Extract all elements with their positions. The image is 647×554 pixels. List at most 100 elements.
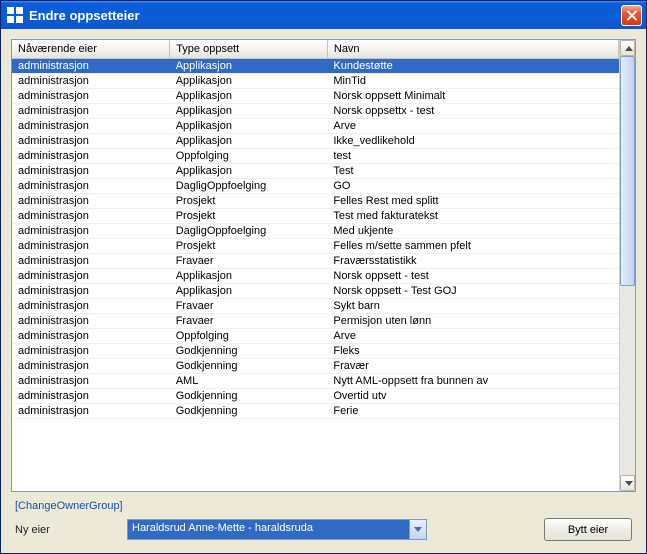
table-row[interactable]: administrasjonGodkjenningOvertid utv (12, 389, 619, 404)
table-row[interactable]: administrasjonGodkjenningFerie (12, 404, 619, 419)
table-cell: DagligOppfoelging (170, 224, 328, 239)
table-cell: administrasjon (12, 254, 170, 269)
table-cell: Fravaer (170, 314, 328, 329)
table-row[interactable]: administrasjonDagligOppfoelgingGO (12, 179, 619, 194)
col-name[interactable]: Navn (327, 40, 618, 59)
owner-table-scroll[interactable]: Nåværende eier Type oppsett Navn adminis… (12, 40, 619, 491)
table-cell: Felles m/sette sammen pfelt (327, 239, 618, 254)
table-cell: Applikasjon (170, 104, 328, 119)
table-cell: administrasjon (12, 344, 170, 359)
table-cell: administrasjon (12, 284, 170, 299)
table-cell: Applikasjon (170, 164, 328, 179)
table-cell: Ferie (327, 404, 618, 419)
table-row[interactable]: administrasjonProsjektFelles Rest med sp… (12, 194, 619, 209)
table-row[interactable]: administrasjonOppfolgingtest (12, 149, 619, 164)
change-owner-group-link[interactable]: [ChangeOwnerGroup] (15, 500, 636, 512)
dialog-content: Nåværende eier Type oppsett Navn adminis… (1, 29, 646, 553)
table-cell: administrasjon (12, 74, 170, 89)
table-row[interactable]: administrasjonGodkjenningFleks (12, 344, 619, 359)
table-cell: Fravaer (170, 254, 328, 269)
table-cell: DagligOppfoelging (170, 179, 328, 194)
app-icon (7, 7, 23, 23)
col-current-owner[interactable]: Nåværende eier (12, 40, 170, 59)
table-cell: test (327, 149, 618, 164)
table-cell: administrasjon (12, 314, 170, 329)
table-row[interactable]: administrasjonApplikasjonArve (12, 119, 619, 134)
table-row[interactable]: administrasjonApplikasjonNorsk oppsett -… (12, 284, 619, 299)
table-cell: administrasjon (12, 59, 170, 74)
table-cell: Prosjekt (170, 194, 328, 209)
table-row[interactable]: administrasjonAMLNytt AML-oppsett fra bu… (12, 374, 619, 389)
table-cell: Oppfolging (170, 149, 328, 164)
scroll-down-icon[interactable] (620, 475, 635, 491)
table-row[interactable]: administrasjonApplikasjonIkke_vedlikehol… (12, 134, 619, 149)
table-cell: Applikasjon (170, 284, 328, 299)
table-cell: Applikasjon (170, 89, 328, 104)
table-cell: Felles Rest med splitt (327, 194, 618, 209)
table-header-row: Nåværende eier Type oppsett Navn (12, 40, 619, 59)
table-cell: administrasjon (12, 239, 170, 254)
table-cell: administrasjon (12, 374, 170, 389)
table-cell: MinTid (327, 74, 618, 89)
table-row[interactable]: administrasjonApplikasjonTest (12, 164, 619, 179)
table-cell: Fraværsstatistikk (327, 254, 618, 269)
table-cell: Kundestøtte (327, 59, 618, 74)
table-cell: administrasjon (12, 299, 170, 314)
new-owner-combobox[interactable]: Haraldsrud Anne-Mette - haraldsruda (127, 519, 427, 540)
close-icon[interactable] (621, 5, 642, 26)
table-cell: Med ukjente (327, 224, 618, 239)
table-cell: Applikasjon (170, 119, 328, 134)
chevron-down-icon[interactable] (409, 520, 426, 539)
table-row[interactable]: administrasjonOppfolgingArve (12, 329, 619, 344)
table-cell: Applikasjon (170, 134, 328, 149)
table-cell: administrasjon (12, 164, 170, 179)
table-cell: administrasjon (12, 134, 170, 149)
table-row[interactable]: administrasjonApplikasjonNorsk oppsettx … (12, 104, 619, 119)
table-cell: administrasjon (12, 119, 170, 134)
scroll-up-icon[interactable] (620, 40, 635, 56)
table-row[interactable]: administrasjonApplikasjonNorsk oppsett M… (12, 89, 619, 104)
table-row[interactable]: administrasjonProsjektTest med fakturate… (12, 209, 619, 224)
table-cell: administrasjon (12, 89, 170, 104)
scroll-track[interactable] (620, 56, 635, 475)
table-row[interactable]: administrasjonFravaerFraværsstatistikk (12, 254, 619, 269)
change-owner-button[interactable]: Bytt eier (544, 518, 632, 541)
table-row[interactable]: administrasjonProsjektFelles m/sette sam… (12, 239, 619, 254)
dialog-window: Endre oppsetteier Nåværende eier Type op… (0, 0, 647, 554)
table-row[interactable]: administrasjonApplikasjonNorsk oppsett -… (12, 269, 619, 284)
table-cell: administrasjon (12, 209, 170, 224)
table-cell: Norsk oppsett - test (327, 269, 618, 284)
table-cell: Nytt AML-oppsett fra bunnen av (327, 374, 618, 389)
owner-table-container: Nåværende eier Type oppsett Navn adminis… (11, 39, 636, 492)
vertical-scrollbar[interactable] (619, 40, 635, 491)
table-cell: administrasjon (12, 389, 170, 404)
table-cell: administrasjon (12, 269, 170, 284)
table-row[interactable]: administrasjonApplikasjonMinTid (12, 74, 619, 89)
table-cell: AML (170, 374, 328, 389)
table-cell: Ikke_vedlikehold (327, 134, 618, 149)
table-cell: Godkjenning (170, 344, 328, 359)
table-row[interactable]: administrasjonFravaerPermisjon uten lønn (12, 314, 619, 329)
table-cell: Overtid utv (327, 389, 618, 404)
table-cell: Permisjon uten lønn (327, 314, 618, 329)
table-cell: Norsk oppsett Minimalt (327, 89, 618, 104)
table-cell: Test (327, 164, 618, 179)
table-cell: administrasjon (12, 329, 170, 344)
table-cell: administrasjon (12, 104, 170, 119)
table-row[interactable]: administrasjonFravaerSykt barn (12, 299, 619, 314)
table-cell: Sykt barn (327, 299, 618, 314)
table-row[interactable]: administrasjonDagligOppfoelgingMed ukjen… (12, 224, 619, 239)
table-cell: administrasjon (12, 194, 170, 209)
owner-table: Nåværende eier Type oppsett Navn adminis… (12, 40, 619, 419)
table-cell: Godkjenning (170, 359, 328, 374)
scroll-thumb[interactable] (620, 56, 635, 286)
col-layout-type[interactable]: Type oppsett (170, 40, 328, 59)
window-title: Endre oppsetteier (29, 8, 140, 23)
table-cell: Fleks (327, 344, 618, 359)
table-cell: GO (327, 179, 618, 194)
table-cell: Fravær (327, 359, 618, 374)
table-cell: Applikasjon (170, 74, 328, 89)
table-row[interactable]: administrasjonGodkjenningFravær (12, 359, 619, 374)
table-cell: administrasjon (12, 404, 170, 419)
table-row[interactable]: administrasjonApplikasjonKundestøtte (12, 59, 619, 74)
